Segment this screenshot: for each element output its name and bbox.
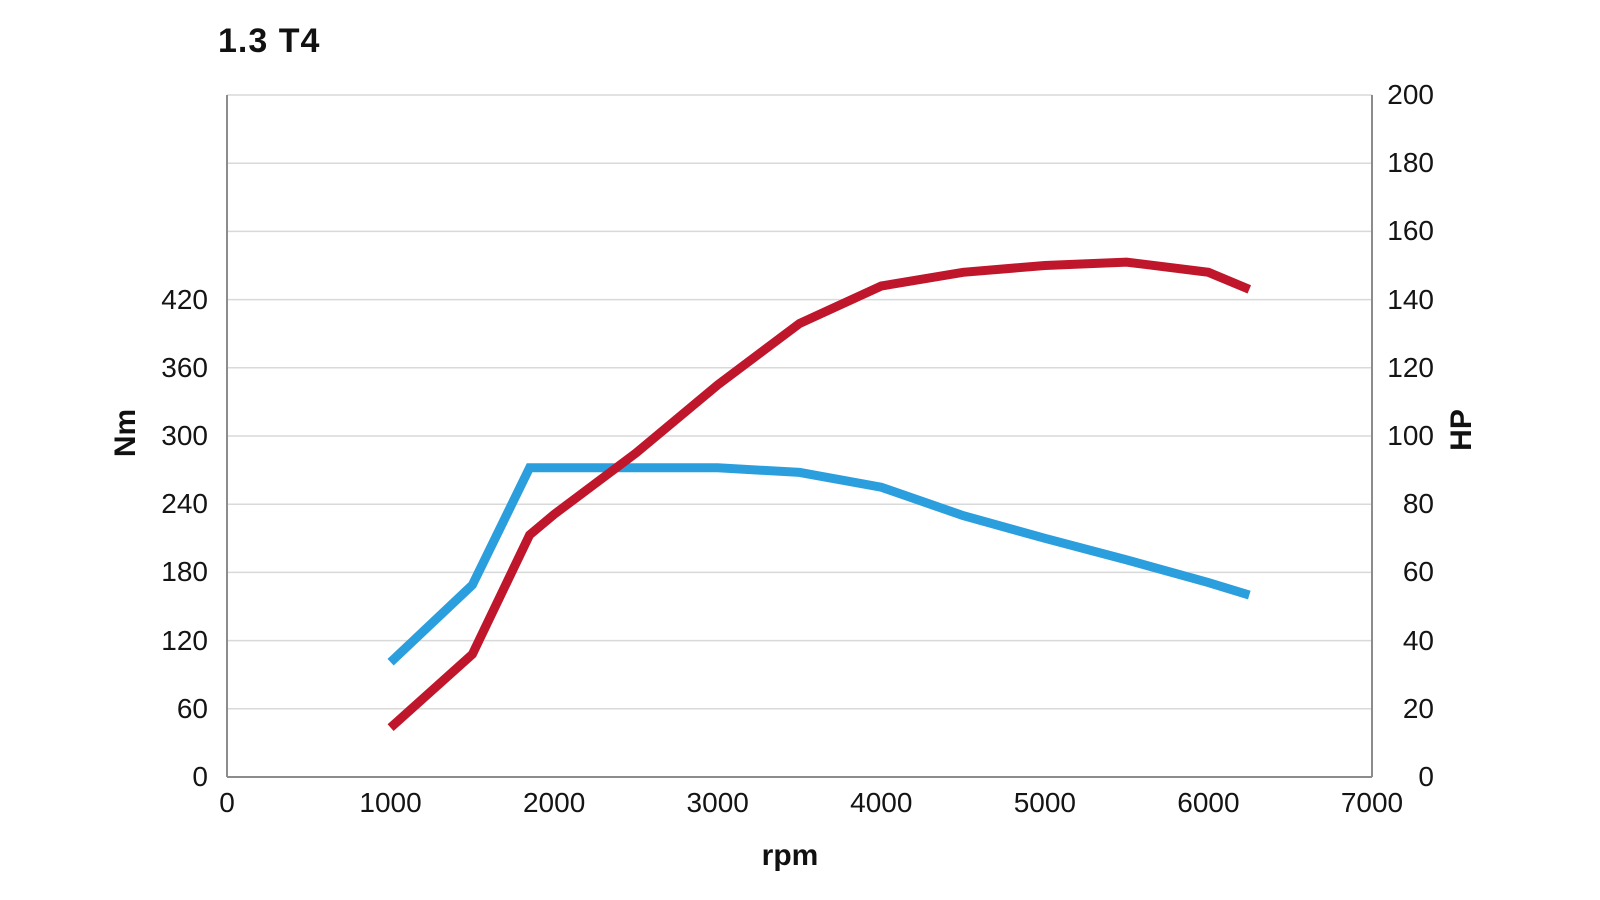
- right-axis-tick-label: 40: [1402, 624, 1434, 656]
- left-axis-tick-label: 240: [161, 488, 208, 520]
- left-axis-tick-label: 300: [161, 420, 208, 451]
- right-axis-title: HP: [1445, 409, 1478, 451]
- x-axis-tick-label: 7000: [1340, 787, 1404, 818]
- right-axis-tick-label: 160: [1387, 215, 1434, 247]
- left-axis-tick-label: 360: [161, 351, 208, 383]
- left-axis-tick-label: 180: [161, 556, 208, 588]
- x-axis-tick-label: 6000: [1177, 787, 1240, 818]
- x-axis-tick-label: 3000: [686, 787, 749, 818]
- right-axis-tick-label: 20: [1402, 692, 1434, 724]
- x-axis-title: rpm: [761, 839, 819, 872]
- x-axis-tick-label: 0: [219, 787, 235, 818]
- torque-line: [387, 463, 1251, 666]
- right-axis-tick-label: 0: [1418, 761, 1434, 792]
- right-axis-tick-label: 200: [1387, 79, 1434, 110]
- right-axis-tick-label: 140: [1387, 283, 1434, 315]
- left-axis-tick-label: 0: [192, 761, 208, 792]
- right-axis-tick-label: 180: [1387, 147, 1434, 179]
- left-axis-tick-label: 60: [176, 692, 208, 724]
- x-axis-tick-label: 2000: [522, 787, 586, 818]
- chart-title: 1.3 T4: [218, 22, 321, 60]
- left-axis-tick-label: 120: [161, 624, 208, 656]
- power-line: [387, 257, 1252, 731]
- right-axis-tick-label: 80: [1402, 488, 1434, 520]
- left-axis-tick-label: 420: [161, 283, 208, 315]
- right-axis-tick-label: 120: [1387, 351, 1434, 383]
- x-axis-tick-label: 1000: [359, 787, 422, 818]
- x-axis-tick-label: 4000: [850, 787, 913, 818]
- x-axis-tick-label: 5000: [1013, 787, 1076, 818]
- right-axis-tick-label: 60: [1402, 556, 1434, 588]
- right-axis-tick-label: 100: [1387, 420, 1434, 451]
